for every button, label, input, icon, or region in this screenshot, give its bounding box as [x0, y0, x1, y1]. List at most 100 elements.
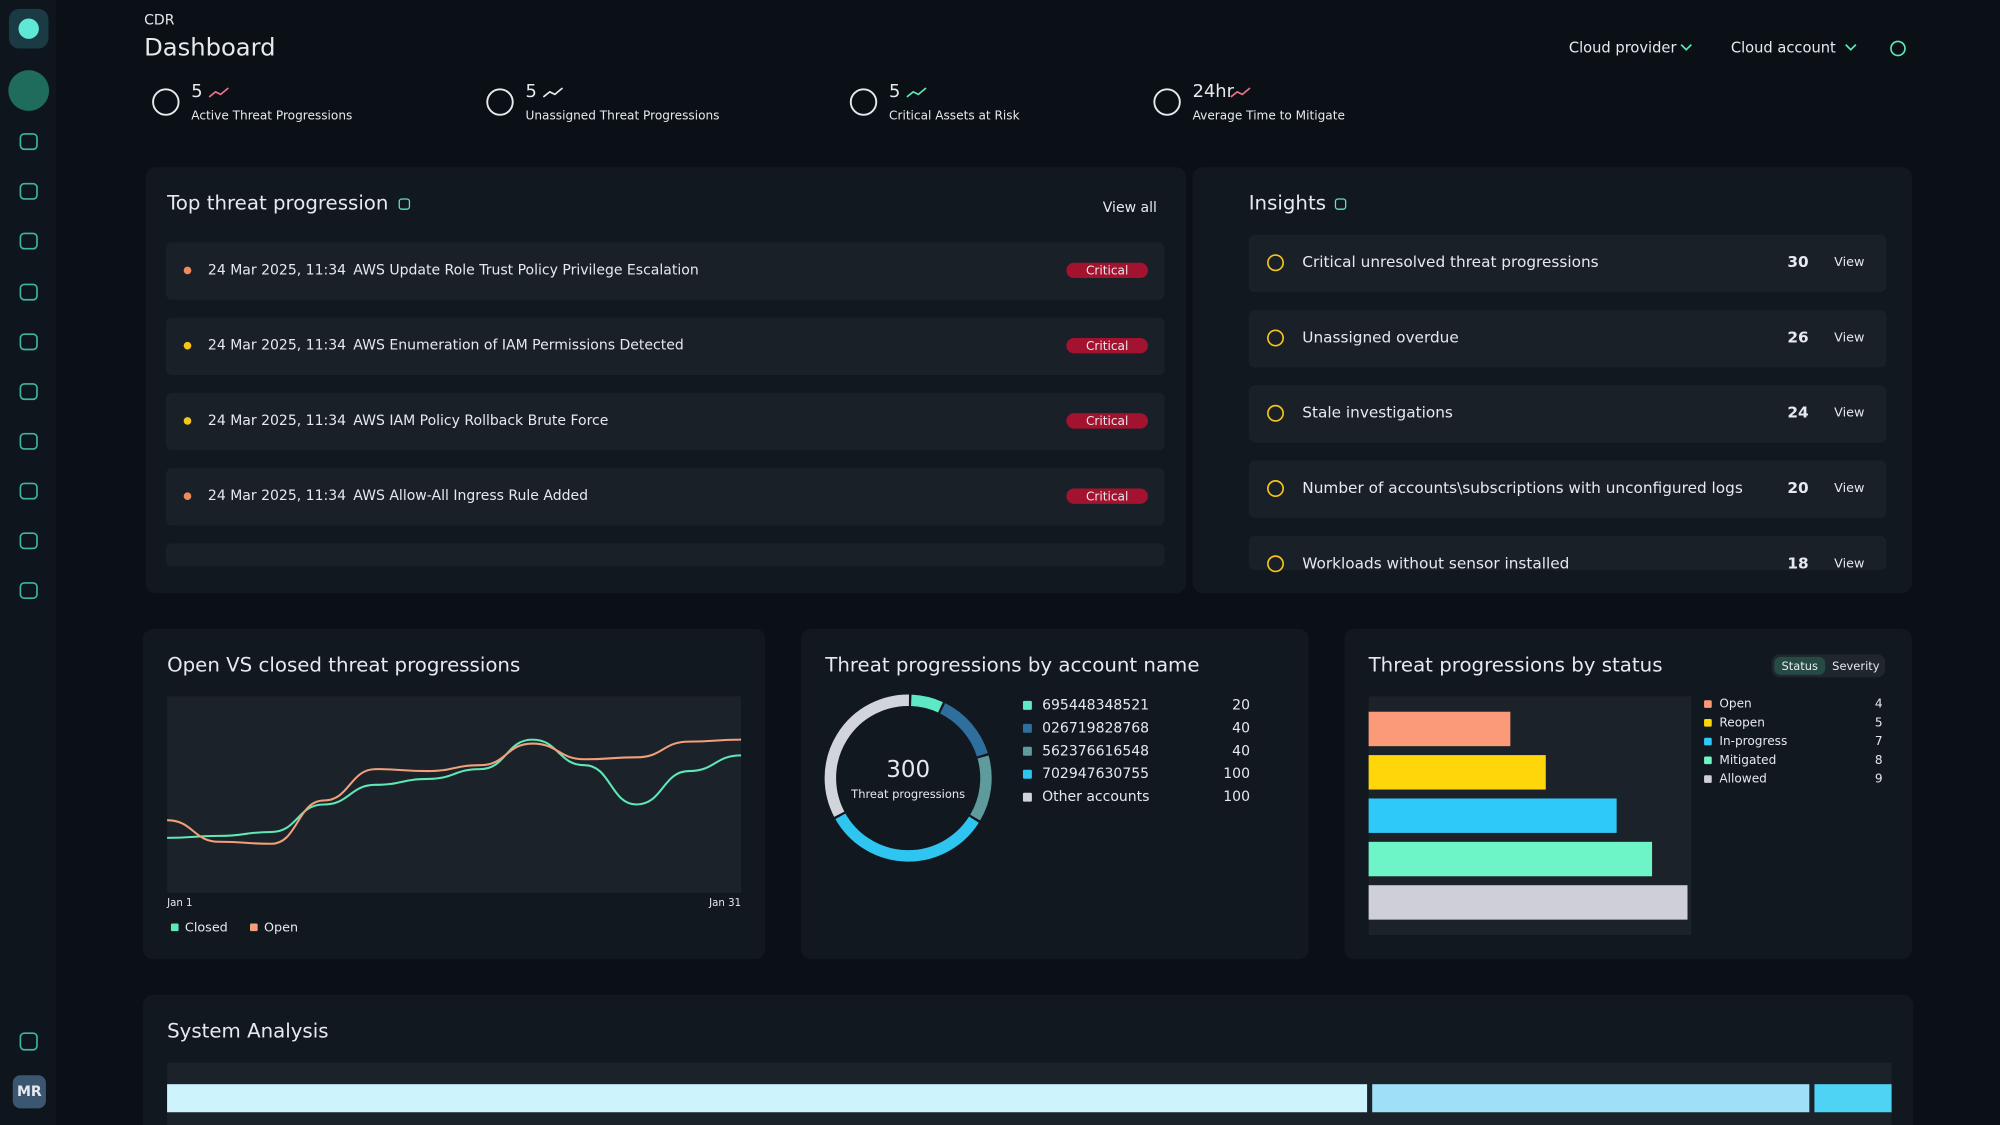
legend-label: Mitigated [1719, 753, 1776, 767]
nav-icon[interactable] [19, 532, 38, 550]
legend-swatch [1704, 756, 1712, 765]
legend-swatch [1022, 700, 1032, 710]
stat-icon [152, 88, 180, 116]
help-icon[interactable] [19, 1032, 38, 1051]
toggle-option[interactable]: Severity [1832, 659, 1880, 673]
nav-icon[interactable] [19, 482, 38, 500]
stat-value: 5 [526, 81, 537, 102]
legend-label: In-progress [1719, 734, 1787, 748]
legend-swatch [1704, 775, 1712, 783]
insight-count: 26 [1787, 329, 1808, 347]
stat-icon [1153, 88, 1181, 116]
stat-value: 24hr [1193, 81, 1235, 102]
legend-label: 702947630755 [1042, 766, 1149, 782]
legend-label: Open [1719, 697, 1751, 711]
nav-dashboard[interactable] [8, 70, 50, 111]
legend-label: Other accounts [1042, 789, 1149, 805]
nav-icon[interactable] [19, 133, 38, 151]
insight-row[interactable] [1248, 234, 1887, 293]
bar [1368, 841, 1653, 877]
legend-label: Allowed [1719, 772, 1766, 786]
chevron [1680, 44, 1692, 51]
insight-row[interactable] [1248, 385, 1887, 443]
threat-row[interactable] [165, 468, 1165, 526]
x-tick-label: Jan 1 [166, 898, 192, 909]
nav-icon[interactable] [19, 383, 38, 401]
legend-value: 9 [1875, 772, 1883, 786]
filter-dropdown[interactable]: Cloud provider [1569, 39, 1678, 56]
nav-icon[interactable] [19, 283, 38, 301]
nav-icon[interactable] [19, 582, 38, 600]
severity-badge [1066, 338, 1148, 354]
bar [1368, 885, 1688, 920]
panel [145, 167, 1187, 594]
x-tick-label: Jan 31 [708, 898, 741, 909]
segment-bar [1372, 1084, 1810, 1113]
trend-arrow [208, 87, 229, 98]
threat-date: 24 Mar 2025, 11:34 [208, 262, 346, 278]
insight-label: Workloads without sensor installed [1302, 554, 1569, 572]
logo-mark [18, 18, 39, 39]
filter-dropdown[interactable]: Cloud account [1731, 39, 1836, 56]
insight-icon [1267, 555, 1284, 573]
view-link[interactable]: View [1834, 481, 1864, 496]
severity-badge [1066, 262, 1148, 279]
stat-label: Critical Assets at Risk [889, 109, 1020, 123]
legend-value: 100 [1223, 766, 1250, 782]
panel-title: Open VS closed threat progressions [167, 653, 520, 676]
line-series [167, 738, 742, 839]
trend-arrow [906, 87, 927, 98]
breadcrumb[interactable]: CDR [144, 12, 175, 28]
nav-icon[interactable] [19, 182, 38, 200]
legend-value: 40 [1232, 743, 1250, 759]
stat-label: Average Time to Mitigate [1193, 109, 1345, 123]
legend-swatch [250, 923, 258, 932]
threat-date: 24 Mar 2025, 11:34 [208, 338, 346, 354]
panel-title: Top threat progression [166, 192, 388, 215]
legend-value: 8 [1875, 753, 1883, 767]
avatar[interactable] [12, 1075, 46, 1109]
legend-swatch [1704, 737, 1712, 746]
trend-arrow [1230, 87, 1251, 98]
severity-dot [183, 341, 192, 350]
bar [1368, 798, 1617, 833]
donut-total: 300 [886, 757, 930, 783]
donut-segment [910, 694, 943, 713]
nav-icon[interactable] [19, 432, 38, 450]
stat-value: 5 [191, 81, 202, 102]
nav-icon[interactable] [19, 232, 38, 250]
plot-area [167, 696, 742, 893]
insight-count: 20 [1787, 479, 1808, 497]
donut-total-label: Threat progressions [850, 787, 965, 801]
legend-value: 4 [1875, 697, 1883, 711]
insight-row[interactable] [1248, 535, 1887, 571]
view-link[interactable]: View [1834, 556, 1864, 571]
legend-swatch [1704, 700, 1712, 708]
threat-name: AWS IAM Policy Rollback Brute Force [353, 413, 608, 429]
severity-label: Critical [1086, 339, 1128, 353]
insight-count: 30 [1787, 253, 1808, 271]
legend-swatch [170, 923, 179, 932]
threat-row[interactable] [165, 392, 1165, 451]
view-link[interactable]: View [1834, 331, 1864, 346]
view-all-link[interactable]: View all [1103, 200, 1157, 216]
insight-row[interactable] [1248, 309, 1887, 368]
stat-icon [849, 88, 878, 116]
severity-dot [183, 492, 192, 500]
view-link[interactable]: View [1834, 406, 1864, 421]
insight-row[interactable] [1248, 460, 1887, 518]
severity-dot [183, 417, 192, 425]
legend-swatch [1704, 719, 1712, 727]
insight-icon [1267, 254, 1284, 272]
nav-icon[interactable] [19, 333, 38, 351]
threat-row[interactable] [165, 242, 1165, 300]
threat-date: 24 Mar 2025, 11:34 [208, 413, 346, 429]
threat-row[interactable] [165, 317, 1165, 375]
severity-label: Critical [1086, 489, 1128, 503]
toggle-option[interactable]: Status [1781, 659, 1818, 673]
refresh-button[interactable] [1890, 40, 1906, 57]
threat-name: AWS Enumeration of IAM Permissions Detec… [353, 338, 683, 354]
donut-segment [824, 694, 909, 817]
view-link[interactable]: View [1834, 255, 1864, 270]
severity-dot [183, 266, 192, 275]
